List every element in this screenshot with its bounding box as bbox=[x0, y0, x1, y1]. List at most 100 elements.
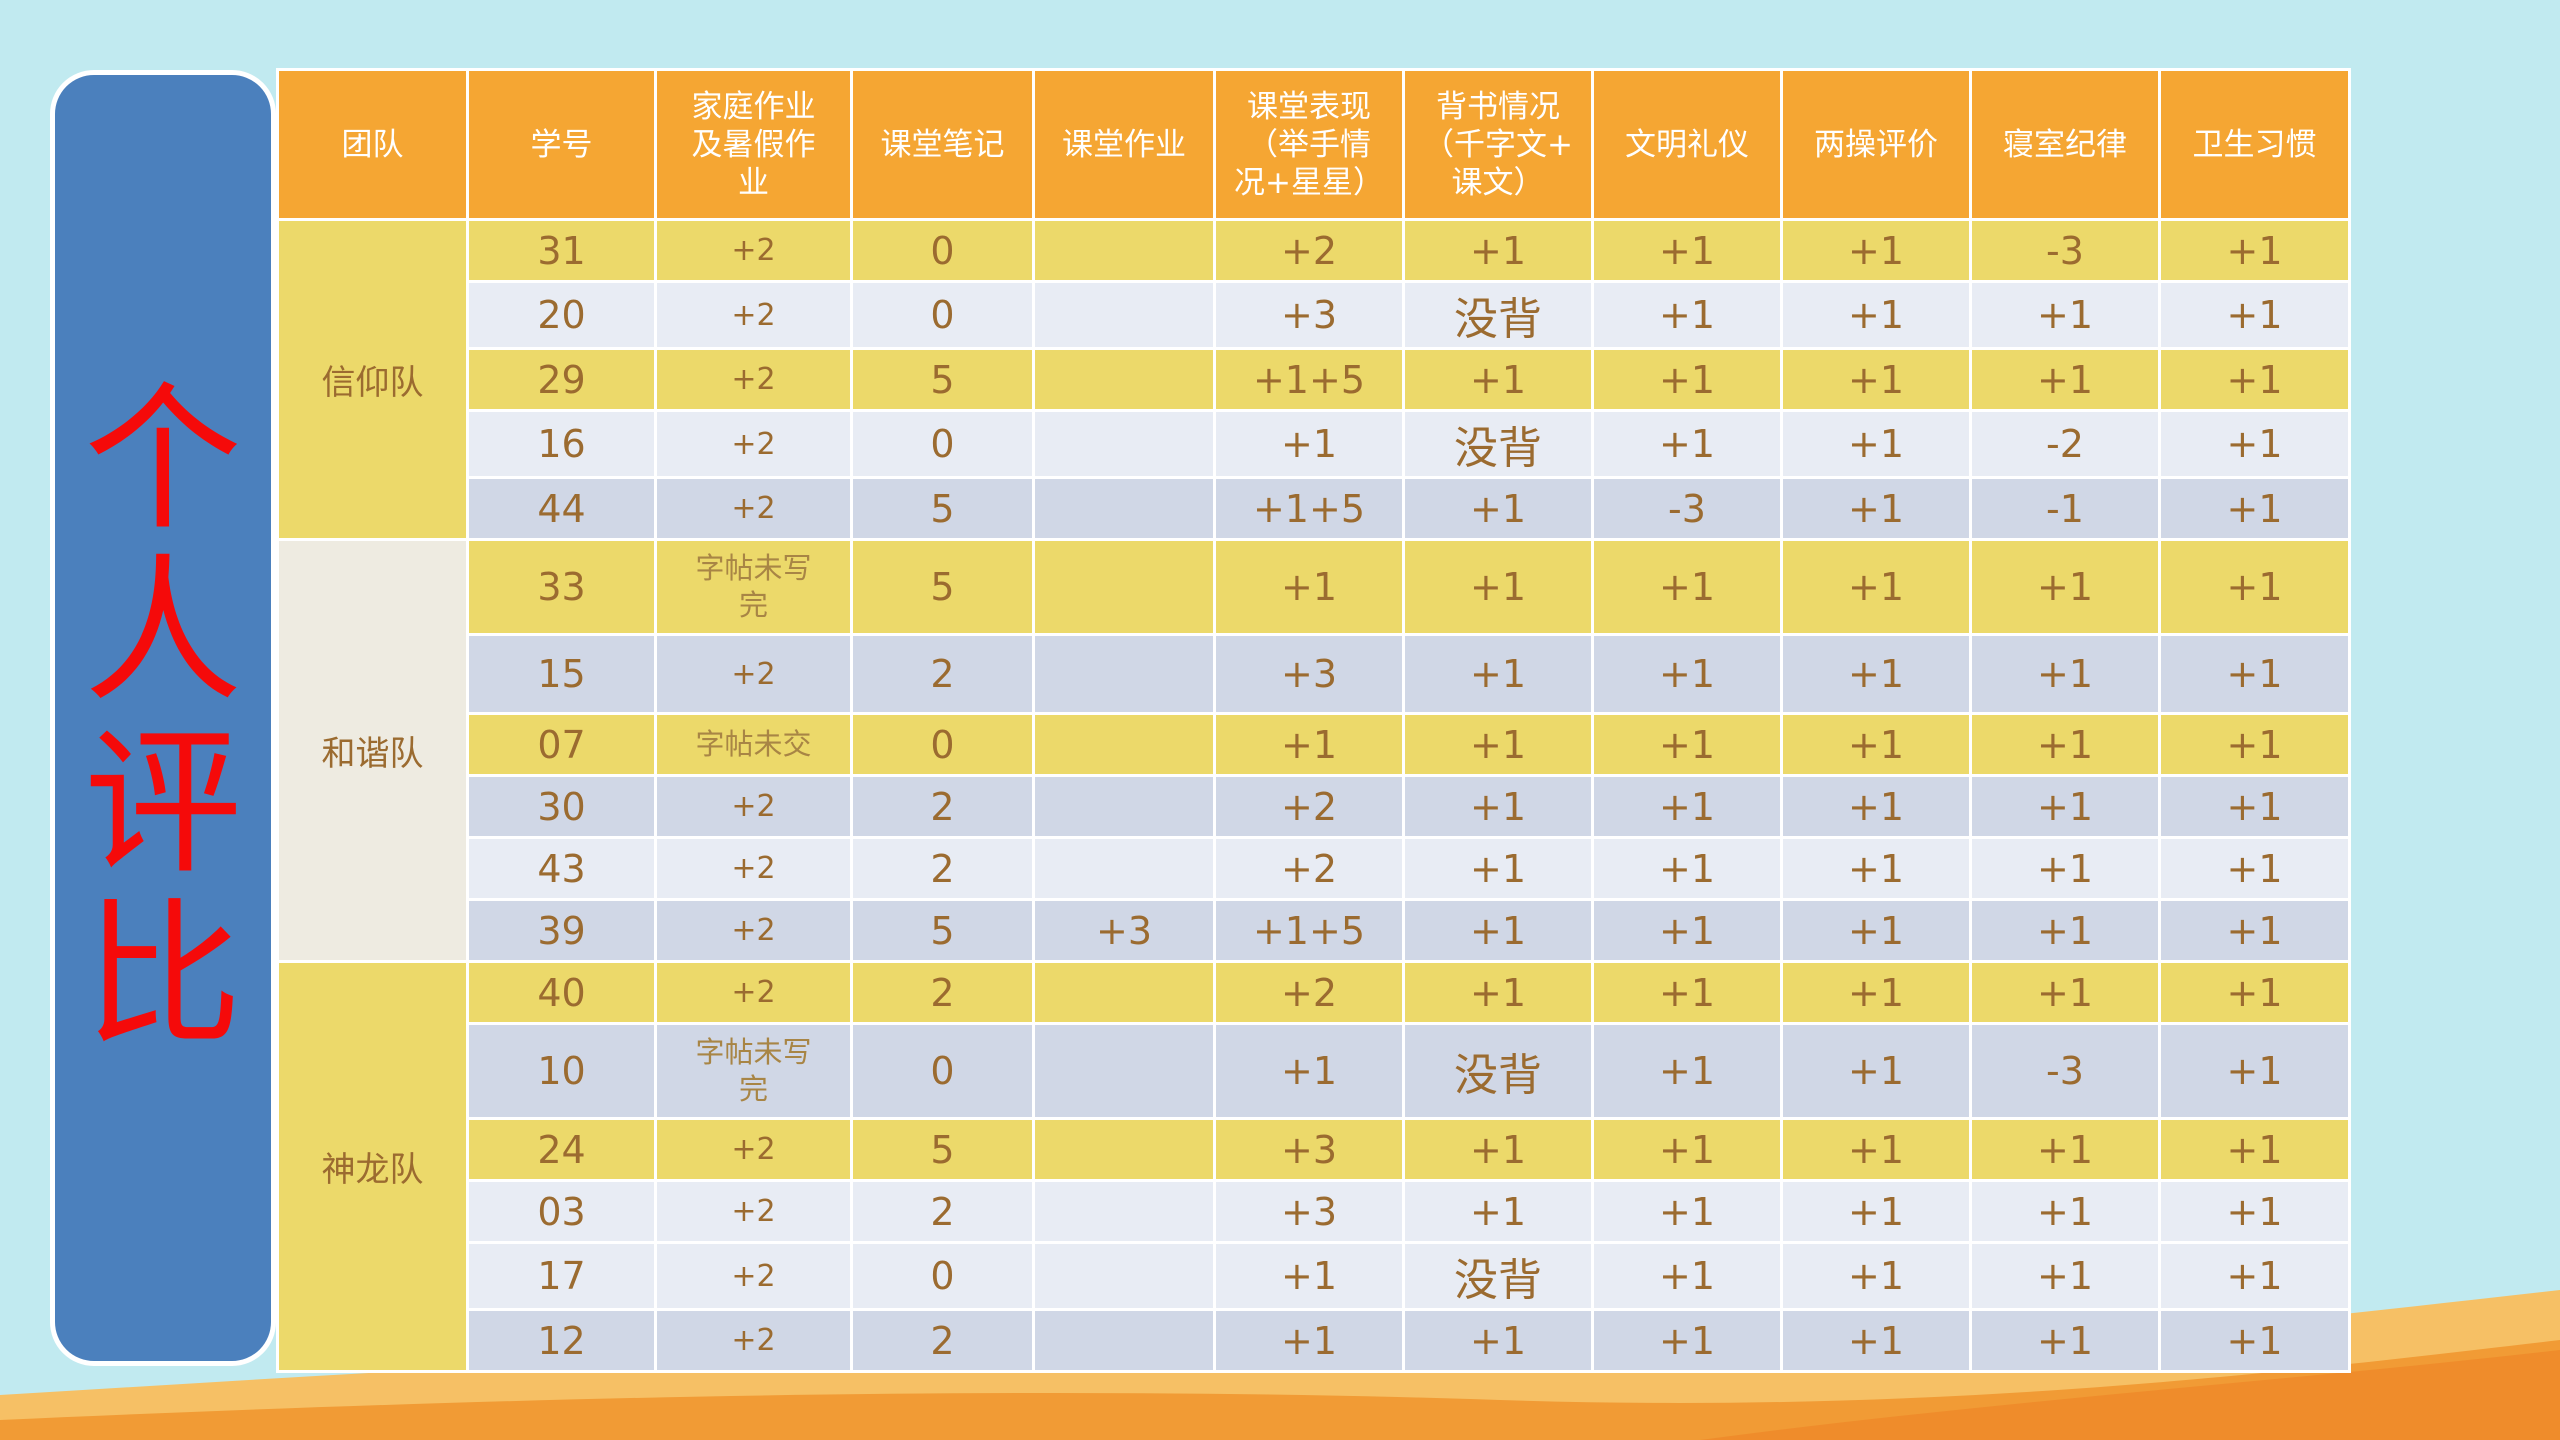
team-name: 信仰队 bbox=[276, 218, 469, 541]
cell-exercises: +1 bbox=[1780, 633, 1972, 715]
header-row: 团队 学号 家庭作业 及暑假作 业 课堂笔记 课堂作业 课堂表现 （举手情 况+… bbox=[276, 68, 2351, 221]
cell-classwork bbox=[1032, 347, 1216, 412]
cell-dorm-discipline: +1 bbox=[1969, 633, 2161, 715]
table-row: 信仰队 31 +2 0 +2 +1 +1 +1 -3 +1 bbox=[276, 218, 2351, 541]
cell-class-performance: +1 bbox=[1213, 1241, 1405, 1311]
cell-exercises: +1 bbox=[1780, 538, 1972, 636]
cell-student-id: 03 bbox=[466, 1179, 657, 1244]
cell-recitation: +1 bbox=[1402, 476, 1594, 541]
cell-class-performance: +3 bbox=[1213, 1117, 1405, 1182]
cell-etiquette: +1 bbox=[1591, 1117, 1783, 1182]
cell-homework: +2 bbox=[654, 280, 853, 350]
team-name: 和谐队 bbox=[276, 538, 469, 963]
cell-homework: +2 bbox=[654, 836, 853, 901]
cell-etiquette: +1 bbox=[1591, 347, 1783, 412]
cell-homework: 字帖未写 完 bbox=[654, 1022, 853, 1120]
cell-class-performance: +1 bbox=[1213, 712, 1405, 777]
cell-etiquette: +1 bbox=[1591, 774, 1783, 839]
cell-dorm-discipline: +1 bbox=[1969, 347, 2161, 412]
cell-class-notes: 5 bbox=[850, 898, 1035, 963]
title-char: 评 bbox=[84, 712, 242, 896]
cell-classwork bbox=[1032, 1241, 1216, 1311]
cell-class-notes: 0 bbox=[850, 1022, 1035, 1120]
evaluation-table: 团队 学号 家庭作业 及暑假作 业 课堂笔记 课堂作业 课堂表现 （举手情 况+… bbox=[276, 68, 2351, 1373]
cell-dorm-discipline: +1 bbox=[1969, 836, 2161, 901]
cell-dorm-discipline: +1 bbox=[1969, 898, 2161, 963]
cell-classwork bbox=[1032, 774, 1216, 839]
table-row: 神龙队 40 +2 2 +2 +1 +1 +1 +1 +1 bbox=[276, 960, 2351, 1373]
cell-classwork bbox=[1032, 712, 1216, 777]
table-row: 39 +2 5 +3 +1+5 +1 +1 +1 +1 +1 bbox=[278, 898, 2351, 963]
header-homework: 家庭作业 及暑假作 业 bbox=[654, 68, 853, 221]
cell-class-notes: 0 bbox=[850, 218, 1035, 283]
cell-recitation: 没背 bbox=[1402, 1022, 1594, 1120]
cell-homework: +2 bbox=[654, 218, 853, 283]
cell-etiquette: +1 bbox=[1591, 538, 1783, 636]
cell-exercises: +1 bbox=[1780, 898, 1972, 963]
cell-etiquette: +1 bbox=[1591, 633, 1783, 715]
cell-class-performance: +2 bbox=[1213, 774, 1405, 839]
cell-exercises: +1 bbox=[1780, 774, 1972, 839]
cell-hygiene: +1 bbox=[2158, 1241, 2351, 1311]
cell-classwork bbox=[1032, 280, 1216, 350]
cell-recitation: +1 bbox=[1402, 898, 1594, 963]
cell-class-notes: 2 bbox=[850, 1308, 1035, 1373]
cell-recitation: +1 bbox=[1402, 218, 1594, 283]
cell-classwork bbox=[1032, 476, 1216, 541]
cell-dorm-discipline: +1 bbox=[1969, 712, 2161, 777]
cell-etiquette: +1 bbox=[1591, 712, 1783, 777]
cell-class-notes: 2 bbox=[850, 774, 1035, 839]
cell-class-notes: 5 bbox=[850, 1117, 1035, 1182]
cell-hygiene: +1 bbox=[2158, 280, 2351, 350]
cell-class-performance: +2 bbox=[1213, 836, 1405, 901]
cell-student-id: 44 bbox=[466, 476, 657, 541]
cell-etiquette: -3 bbox=[1591, 476, 1783, 541]
cell-etiquette: +1 bbox=[1591, 218, 1783, 283]
cell-student-id: 29 bbox=[466, 347, 657, 412]
header-recitation: 背书情况 （千字文+ 课文） bbox=[1402, 68, 1594, 221]
cell-recitation: +1 bbox=[1402, 774, 1594, 839]
cell-class-notes: 0 bbox=[850, 712, 1035, 777]
cell-student-id: 43 bbox=[466, 836, 657, 901]
table-row: 10 字帖未写 完 0 +1 没背 +1 +1 -3 +1 bbox=[278, 1022, 2351, 1120]
team-name: 神龙队 bbox=[276, 960, 469, 1373]
cell-student-id: 24 bbox=[466, 1117, 657, 1182]
title-char: 人 bbox=[84, 540, 242, 724]
cell-hygiene: +1 bbox=[2158, 774, 2351, 839]
table-row: 20 +2 0 +3 没背 +1 +1 +1 +1 bbox=[278, 280, 2351, 350]
cell-homework: +2 bbox=[654, 476, 853, 541]
header-team: 团队 bbox=[276, 68, 469, 221]
cell-hygiene: +1 bbox=[2158, 712, 2351, 777]
cell-class-notes: 2 bbox=[850, 1179, 1035, 1244]
table-row: 17 +2 0 +1 没背 +1 +1 +1 +1 bbox=[278, 1241, 2351, 1311]
table-row: 15 +2 2 +3 +1 +1 +1 +1 +1 bbox=[278, 633, 2351, 715]
cell-classwork bbox=[1032, 1179, 1216, 1244]
cell-student-id: 12 bbox=[466, 1308, 657, 1373]
cell-student-id: 17 bbox=[466, 1241, 657, 1311]
cell-class-notes: 5 bbox=[850, 538, 1035, 636]
cell-exercises: +1 bbox=[1780, 1241, 1972, 1311]
cell-homework: 字帖未写 完 bbox=[654, 538, 853, 636]
cell-class-performance: +1 bbox=[1213, 538, 1405, 636]
cell-exercises: +1 bbox=[1780, 347, 1972, 412]
cell-recitation: +1 bbox=[1402, 836, 1594, 901]
cell-class-performance: +1 bbox=[1213, 1308, 1405, 1373]
cell-etiquette: +1 bbox=[1591, 836, 1783, 901]
cell-class-notes: 5 bbox=[850, 476, 1035, 541]
cell-etiquette: +1 bbox=[1591, 1179, 1783, 1244]
cell-hygiene: +1 bbox=[2158, 898, 2351, 963]
cell-class-notes: 2 bbox=[850, 960, 1035, 1025]
cell-homework: +2 bbox=[654, 1179, 853, 1244]
header-dorm-discipline: 寝室纪律 bbox=[1969, 68, 2161, 221]
table-row: 29 +2 5 +1+5 +1 +1 +1 +1 +1 bbox=[278, 347, 2351, 412]
cell-hygiene: +1 bbox=[2158, 633, 2351, 715]
cell-classwork bbox=[1032, 1022, 1216, 1120]
cell-dorm-discipline: -1 bbox=[1969, 476, 2161, 541]
title-char: 个 bbox=[84, 368, 242, 552]
cell-hygiene: +1 bbox=[2158, 1117, 2351, 1182]
cell-recitation: +1 bbox=[1402, 712, 1594, 777]
cell-class-notes: 5 bbox=[850, 347, 1035, 412]
cell-student-id: 10 bbox=[466, 1022, 657, 1120]
cell-etiquette: +1 bbox=[1591, 280, 1783, 350]
cell-dorm-discipline: +1 bbox=[1969, 960, 2161, 1025]
